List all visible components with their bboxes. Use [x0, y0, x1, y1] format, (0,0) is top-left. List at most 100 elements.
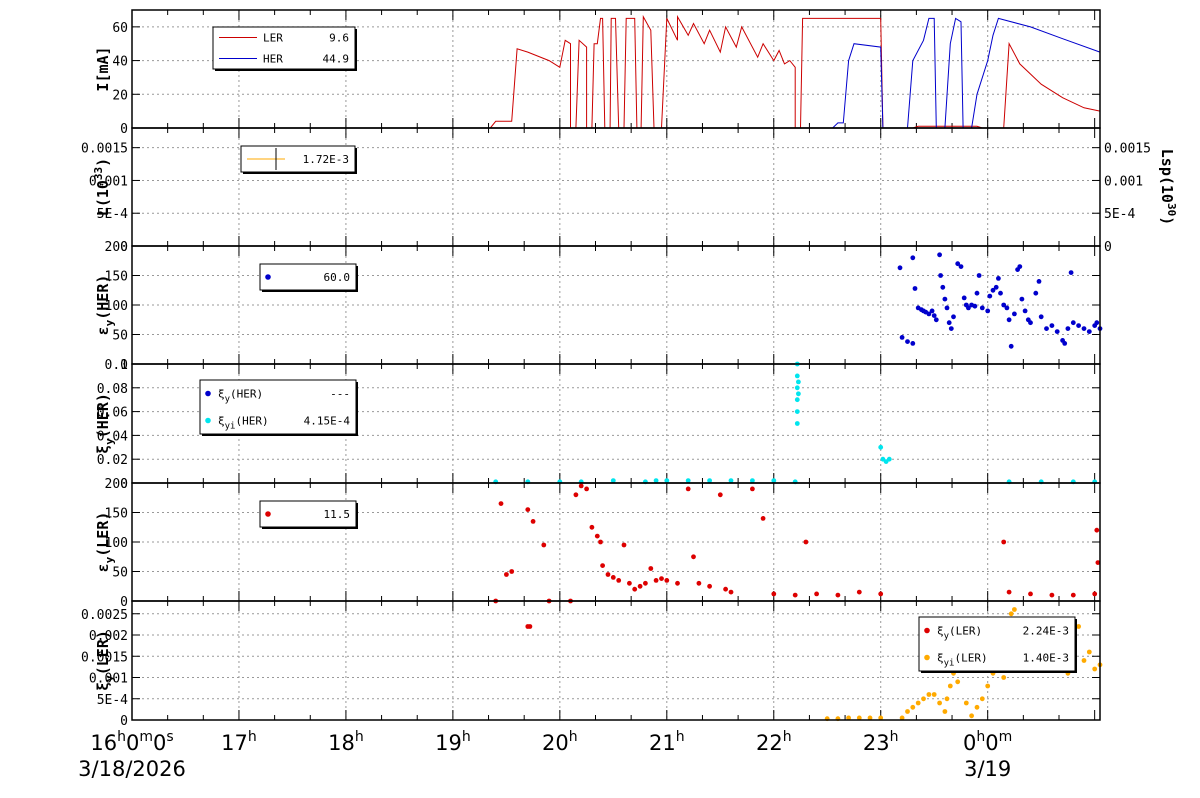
- y-tick-label: 100: [105, 299, 128, 314]
- data-point: [1086, 649, 1092, 655]
- y-tick-label: 0.08: [97, 382, 128, 397]
- data-point: [1076, 323, 1081, 328]
- data-point: [912, 286, 918, 291]
- y-tick-label: 0.0025: [81, 608, 128, 623]
- data-point: [1001, 302, 1007, 308]
- data-point: [1008, 343, 1014, 349]
- data-point: [1095, 560, 1101, 565]
- data-point: [728, 589, 734, 595]
- data-point: [750, 478, 755, 483]
- data-point: [966, 305, 971, 311]
- data-point: [1092, 591, 1098, 597]
- data-point: [1070, 320, 1076, 326]
- x-date-label: 3/19: [964, 757, 1011, 781]
- legend-value: 44.9: [323, 53, 350, 66]
- data-point: [750, 486, 755, 492]
- data-point: [942, 709, 948, 714]
- y-axis-label: ξy(HER): [94, 393, 116, 454]
- data-point: [627, 580, 632, 586]
- y-tick-label: 50: [112, 329, 128, 344]
- data-point: [985, 683, 991, 689]
- legend-box: [212, 26, 356, 70]
- data-point: [664, 478, 670, 483]
- y-tick-label: 60: [112, 21, 128, 36]
- y-tick-label-right: 0.001: [1104, 174, 1143, 189]
- panel-3: 0 0.02 0.04 0.06 0.08 0.1 ξy(HER) ξy(HER) --- ξyi…: [94, 358, 1101, 492]
- data-point: [659, 576, 664, 581]
- data-point: [1001, 539, 1007, 545]
- data-point: [771, 478, 777, 483]
- legend-swatch-dot: [265, 274, 271, 280]
- data-point: [1036, 279, 1042, 284]
- data-point: [498, 501, 504, 506]
- y-tick-label: 0: [120, 122, 128, 137]
- data-point: [653, 478, 659, 483]
- data-point: [976, 273, 982, 278]
- y-tick-label: 0.0015: [81, 650, 128, 665]
- data-point: [525, 507, 531, 512]
- legend-value: 9.6: [329, 32, 349, 45]
- data-point: [955, 261, 961, 267]
- legend-value: 2.24E-3: [1023, 625, 1069, 638]
- data-point: [897, 265, 903, 271]
- data-point: [998, 290, 1003, 296]
- y-tick-label-right: 5E-4: [1104, 207, 1135, 222]
- data-point: [947, 683, 953, 689]
- data-point: [940, 284, 946, 290]
- data-point: [632, 586, 638, 592]
- data-point: [796, 379, 801, 385]
- y-axis-label: ξy(LER): [94, 630, 116, 691]
- data-point: [944, 696, 950, 702]
- data-point: [794, 373, 800, 379]
- data-point: [993, 284, 999, 290]
- data-point: [794, 385, 800, 391]
- data-point: [1081, 326, 1087, 331]
- data-point: [707, 478, 712, 483]
- data-point: [974, 290, 980, 296]
- data-point: [1008, 611, 1014, 617]
- data-point: [594, 533, 600, 539]
- y-tick-label-right: 0: [1104, 240, 1112, 255]
- data-point: [856, 715, 862, 721]
- y-tick-label: 200: [105, 240, 128, 255]
- y-tick-label: 0: [120, 714, 128, 729]
- data-point: [717, 492, 723, 498]
- data-point: [1004, 305, 1010, 311]
- data-point: [728, 478, 734, 483]
- data-point: [760, 516, 766, 521]
- data-point: [961, 295, 967, 301]
- x-tick-label: 22h: [756, 729, 792, 755]
- legend-value: 1.72E-3: [303, 153, 349, 166]
- data-point: [1049, 323, 1055, 328]
- data-point: [931, 313, 937, 318]
- y-tick-label: 0.02: [97, 453, 128, 468]
- legend-box: [259, 263, 357, 291]
- x-date-label: 3/18/2026: [78, 757, 186, 781]
- data-point: [1006, 589, 1012, 595]
- y-tick-label: 20: [112, 88, 128, 103]
- data-point: [610, 478, 616, 483]
- data-point: [643, 580, 648, 586]
- data-point: [905, 709, 910, 714]
- panel-frame: [131, 600, 1101, 721]
- data-point: [696, 580, 702, 586]
- y-axis-label: L(1033): [92, 158, 112, 216]
- data-point: [771, 591, 777, 597]
- data-point: [637, 583, 643, 589]
- data-point: [578, 483, 584, 489]
- legend-swatch-dot: [924, 654, 930, 661]
- data-point: [979, 696, 985, 702]
- data-point: [1086, 329, 1092, 334]
- data-point: [944, 305, 950, 311]
- data-point: [796, 391, 801, 397]
- data-point: [899, 715, 905, 721]
- data-point: [926, 692, 932, 697]
- data-point: [814, 591, 819, 597]
- data-point: [1012, 311, 1017, 317]
- data-point: [794, 397, 800, 403]
- legend-swatch-dot: [924, 627, 930, 634]
- y-tick-label: 200: [105, 477, 128, 492]
- y-tick-label: 0.002: [89, 629, 128, 644]
- data-point: [1094, 320, 1100, 326]
- data-point: [527, 624, 533, 629]
